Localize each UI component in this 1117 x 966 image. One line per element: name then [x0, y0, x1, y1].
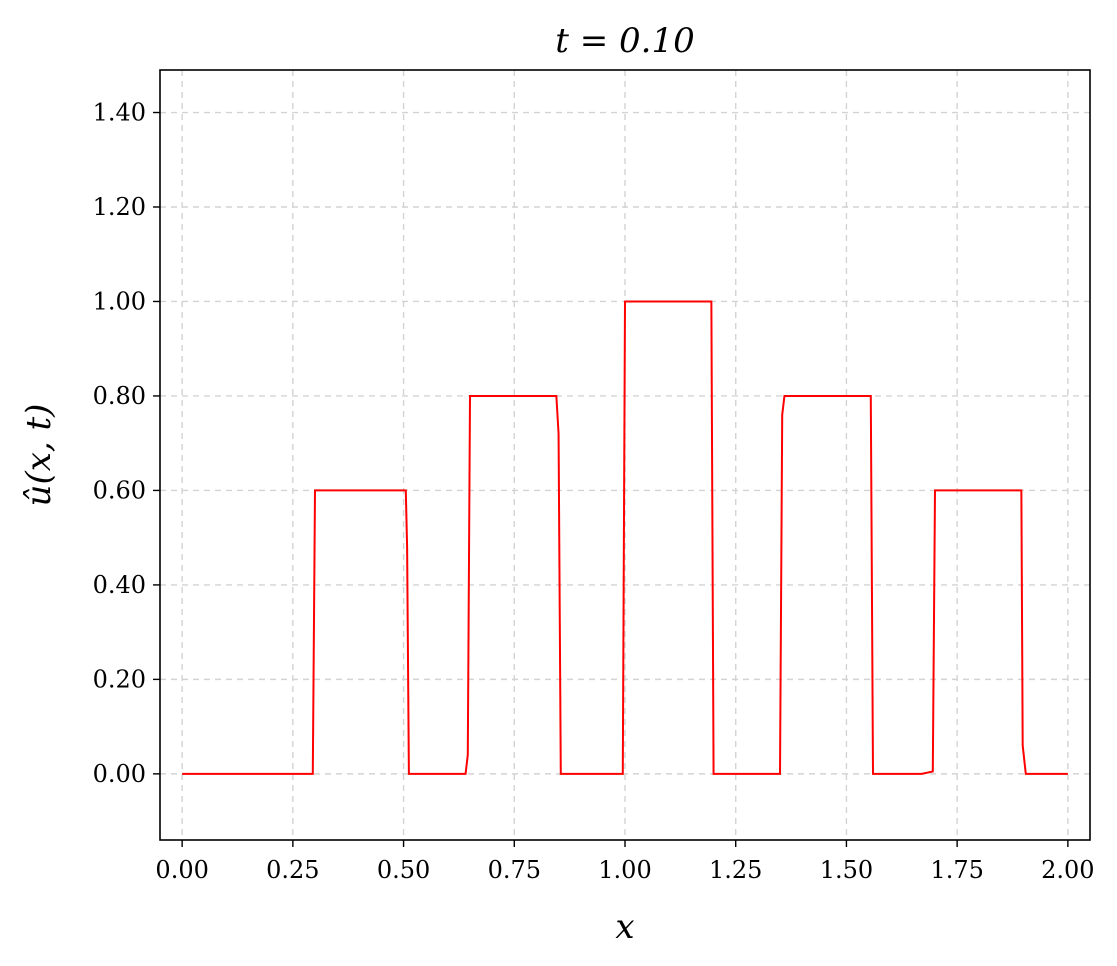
x-tick-label: 2.00: [1041, 856, 1094, 884]
series-line: [182, 300, 1068, 775]
x-tick-label: 1.00: [598, 856, 651, 884]
x-tick-label: 0.75: [488, 856, 541, 884]
y-tick-label: 0.80: [93, 382, 146, 410]
x-tick-label: 0.00: [155, 856, 208, 884]
x-tick-label: 0.50: [377, 856, 430, 884]
y-axis-ticks: 0.00 0.20 0.40 0.60 0.80 1.00 1.20 1.40: [93, 99, 160, 788]
chart-title: t = 0.10: [555, 21, 694, 61]
x-tick-label: 0.25: [266, 856, 319, 884]
y-tick-label: 0.20: [93, 665, 146, 693]
y-tick-label: 0.60: [93, 476, 146, 504]
y-tick-label: 1.00: [93, 287, 146, 315]
y-axis-label: û(x, t): [19, 404, 59, 507]
x-axis-label: x: [615, 907, 634, 947]
y-tick-label: 0.00: [93, 760, 146, 788]
y-tick-label: 1.40: [93, 99, 146, 127]
y-tick-label: 1.20: [93, 193, 146, 221]
y-tick-label: 0.40: [93, 571, 146, 599]
x-tick-label: 1.75: [930, 856, 983, 884]
x-tick-label: 1.25: [709, 856, 762, 884]
x-tick-label: 1.50: [820, 856, 873, 884]
series-layer: [182, 300, 1068, 775]
x-axis-ticks: 0.00 0.25 0.50 0.75 1.00 1.25 1.50 1.75 2.00: [155, 840, 1095, 884]
